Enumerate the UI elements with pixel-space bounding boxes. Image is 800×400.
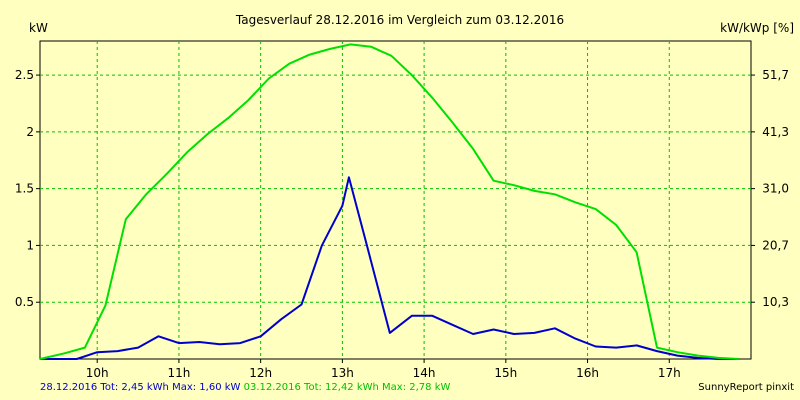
y-axis-label-right: kW/kWp [%] [720,21,794,35]
x-tick-label: 10h [86,366,109,380]
series-line-1 [40,176,739,360]
x-tick-label: 11h [167,366,190,380]
x-tick-label: 13h [331,366,354,380]
y-tick-label-left: 1.5 [15,182,34,196]
series-line-2 [39,43,739,360]
plot-area [39,40,752,360]
footer-summary: 28.12.2016 Tot: 2,45 kWh Max: 1,60 kW 03… [40,382,450,393]
footer-credit: SunnyReport pinxit [698,382,794,393]
y-tick-label-right: 31,0 [762,182,789,196]
x-tick-label: 17h [658,366,681,380]
x-tick-label: 12h [249,366,272,380]
grid [40,41,751,359]
y-tick-label-right: 10,3 [762,295,789,309]
y-tick-label-left: 1 [26,238,34,252]
axis-ticks: 10h 11h 12h 13h 14h 15h 16h 17h 0.5 10,3 1 20,7 1.5 3… [15,68,789,380]
y-tick-label-right: 41,3 [762,125,789,139]
footer-series2-summary: 03.12.2016 Tot: 12,42 kWh Max: 2,78 kW [243,382,451,393]
y-tick-label-left: 2.5 [15,68,34,82]
chart-title: Tagesverlauf 28.12.2016 im Vergleich zum… [235,13,564,27]
footer-series1-summary: 28.12.2016 Tot: 2,45 kWh Max: 1,60 kW [40,382,241,393]
y-tick-label-right: 20,7 [762,238,789,252]
y-axis-label-left: kW [29,21,48,35]
y-tick-label-right: 51,7 [762,68,789,82]
series-layer [39,43,739,360]
y-tick-label-left: 2 [26,125,34,139]
x-tick-label: 14h [413,366,436,380]
x-tick-label: 16h [576,366,599,380]
x-tick-label: 15h [494,366,517,380]
y-tick-label-left: 0.5 [15,295,34,309]
